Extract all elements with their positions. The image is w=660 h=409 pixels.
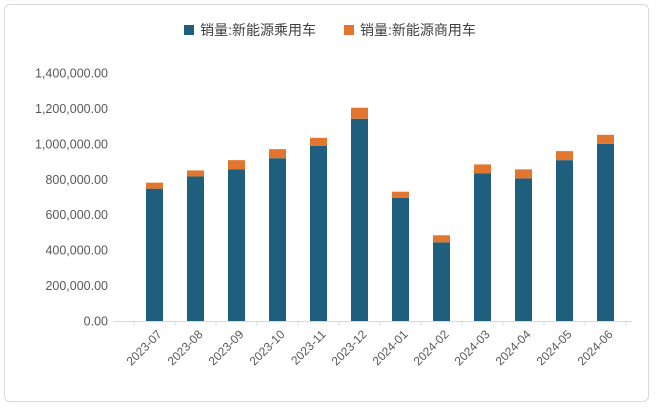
bar-2023-07-passenger xyxy=(146,188,163,321)
x-axis-tick-label: 2024-05 xyxy=(534,327,575,368)
y-axis-tick-label: 600,000.00 xyxy=(45,208,108,222)
x-axis-tick-label: 2024-02 xyxy=(411,327,452,368)
bar-2024-04-commercial xyxy=(515,169,532,179)
y-axis-tick-label: 1,000,000.00 xyxy=(35,137,108,151)
x-axis-tick-label: 2024-03 xyxy=(452,327,493,368)
x-axis-tick-label: 2023-12 xyxy=(329,327,370,368)
bar-2023-11-passenger xyxy=(310,145,327,321)
bar-2024-06-passenger xyxy=(597,143,614,321)
x-axis-tick-label: 2023-09 xyxy=(206,327,247,368)
bar-2023-11-commercial xyxy=(310,137,327,146)
bar-2024-05-commercial xyxy=(556,151,573,161)
bar-2023-12-commercial xyxy=(351,107,368,119)
y-axis-tick-label: 400,000.00 xyxy=(45,244,108,258)
y-axis-tick-label: 1,400,000.00 xyxy=(35,67,108,81)
x-axis-tick-label: 2024-01 xyxy=(370,327,411,368)
bar-2024-02-passenger xyxy=(433,242,450,321)
y-axis-tick-label: 1,200,000.00 xyxy=(35,102,108,116)
x-axis-tick-label: 2024-06 xyxy=(575,327,616,368)
bar-2024-03-passenger xyxy=(474,173,491,321)
legend: 销量:新能源乘用车 销量:新能源商用车 xyxy=(0,20,660,40)
x-axis-tick-label: 2023-10 xyxy=(247,327,288,368)
bar-2024-01-passenger xyxy=(392,197,409,321)
x-axis-tick-label: 2023-11 xyxy=(288,327,329,368)
bar-2023-09-commercial xyxy=(228,160,245,170)
bar-2024-04-passenger xyxy=(515,178,532,321)
legend-item-commercial: 销量:新能源商用车 xyxy=(344,20,476,40)
x-axis-tick-label: 2024-04 xyxy=(493,327,534,368)
y-axis-tick-label: 800,000.00 xyxy=(45,173,108,187)
passenger-series-swatch-icon xyxy=(184,25,195,35)
x-axis-tick-label: 2023-07 xyxy=(124,327,165,368)
bar-2023-10-commercial xyxy=(269,149,286,159)
x-axis-tick-label: 2023-08 xyxy=(165,327,206,368)
bar-2024-03-commercial xyxy=(474,164,491,174)
bar-2023-09-passenger xyxy=(228,169,245,321)
bar-2023-12-passenger xyxy=(351,118,368,322)
bar-2024-02-commercial xyxy=(433,235,450,243)
y-axis-tick-label: 0.00 xyxy=(84,315,108,329)
commercial-series-swatch-icon xyxy=(344,25,354,35)
bar-2023-08-passenger xyxy=(187,176,204,321)
commercial-series-label: 销量:新能源商用车 xyxy=(360,22,476,38)
bar-2024-05-passenger xyxy=(556,160,573,321)
legend-item-passenger: 销量:新能源乘用车 xyxy=(184,20,316,40)
bar-2023-08-commercial xyxy=(187,170,204,177)
y-axis-tick-label: 200,000.00 xyxy=(45,279,108,293)
bar-2023-07-commercial xyxy=(146,182,163,189)
bar-2023-10-passenger xyxy=(269,158,286,321)
passenger-series-label: 销量:新能源乘用车 xyxy=(200,22,316,38)
bar-2024-06-commercial xyxy=(597,134,614,144)
bar-2024-01-commercial xyxy=(392,191,409,198)
